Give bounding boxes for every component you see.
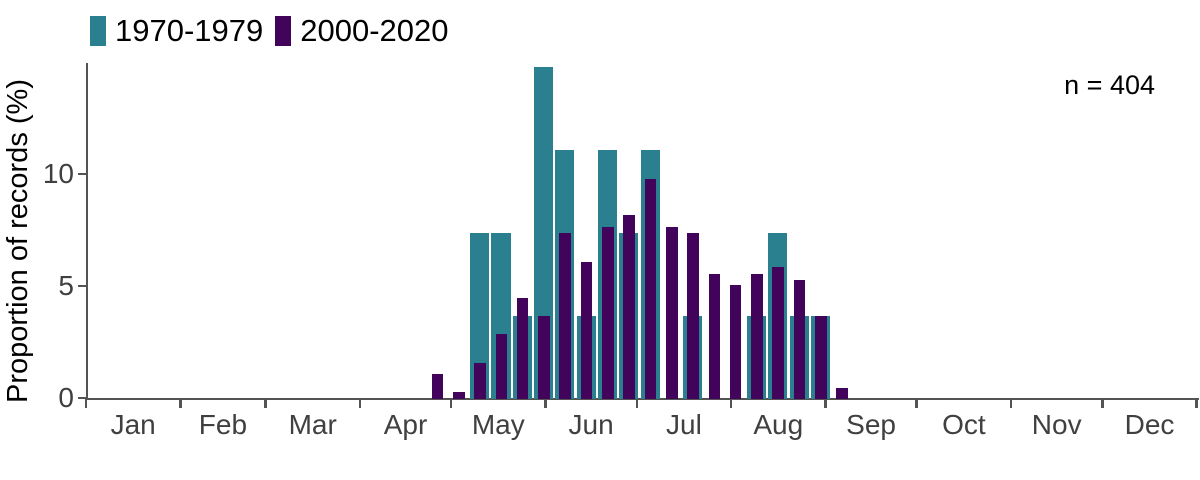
month-label-sep: Sep xyxy=(846,409,896,440)
bar-1970-1979-w18 xyxy=(470,233,490,399)
legend-swatch-2000-2020 xyxy=(275,16,292,46)
y-tick-10 xyxy=(78,172,86,176)
legend-label-2000-2020: 2000-2020 xyxy=(300,13,449,48)
month-label-may: May xyxy=(471,409,525,440)
y-tick-label-10: 10 xyxy=(42,158,74,189)
month-label-jun: Jun xyxy=(568,409,614,440)
bar-2000-2020-w17 xyxy=(452,392,465,399)
legend: 1970-1979 2000-2020 xyxy=(90,15,449,47)
y-tick-0 xyxy=(78,396,86,400)
x-tick-feb xyxy=(179,400,182,408)
bar-2000-2020-w31 xyxy=(751,273,763,399)
bar-2000-2020-w30 xyxy=(729,284,742,399)
x-tick-apr xyxy=(358,400,362,408)
sample-size-annotation: n = 404 xyxy=(1064,70,1155,100)
month-label-mar: Mar xyxy=(288,409,337,440)
month-label-dec: Dec xyxy=(1124,409,1175,440)
x-tick-nov xyxy=(1009,400,1013,408)
bar-2000-2020-w32 xyxy=(772,266,785,399)
y-axis-line xyxy=(85,63,88,399)
bar-2000-2020-w16 xyxy=(431,374,444,399)
x-tick-jan xyxy=(84,400,88,408)
bar-2000-2020-w28 xyxy=(687,233,699,399)
bar-2000-2020-w18 xyxy=(474,363,486,399)
bar-2000-2020-w25 xyxy=(623,215,635,399)
bar-2000-2020-w19 xyxy=(495,334,508,399)
x-tick-mar xyxy=(264,400,267,408)
y-tick-label-0: 0 xyxy=(58,382,74,413)
bar-2000-2020-w34 xyxy=(815,316,827,399)
legend-swatch-1970-1979 xyxy=(90,16,106,46)
month-label-feb: Feb xyxy=(198,409,248,440)
bar-2000-2020-w21 xyxy=(538,316,550,399)
x-tick-year-end xyxy=(1195,400,1198,408)
month-label-nov: Nov xyxy=(1031,409,1082,440)
bar-2000-2020-w20 xyxy=(516,298,529,399)
bar-2000-2020-w35 xyxy=(836,387,848,399)
bar-1970-1979-w21 xyxy=(534,67,554,399)
x-tick-dec xyxy=(1101,400,1104,408)
y-tick-5 xyxy=(78,284,86,288)
x-tick-may xyxy=(449,400,453,408)
x-tick-jul xyxy=(635,400,639,408)
bar-2000-2020-w29 xyxy=(708,273,721,399)
bar-2000-2020-w22 xyxy=(559,233,572,399)
x-tick-sep xyxy=(824,400,827,408)
bar-2000-2020-w23 xyxy=(580,262,593,399)
x-tick-oct xyxy=(915,400,918,408)
bar-2000-2020-w27 xyxy=(665,226,678,399)
y-tick-label-5: 5 xyxy=(58,270,74,301)
bar-2000-2020-w24 xyxy=(602,226,614,399)
bar-2000-2020-w26 xyxy=(644,179,657,399)
month-label-jul: Jul xyxy=(666,409,702,440)
legend-label-1970-1979: 1970-1979 xyxy=(115,13,264,48)
month-label-oct: Oct xyxy=(942,409,986,440)
bar-2000-2020-w33 xyxy=(793,280,806,399)
month-label-aug: Aug xyxy=(753,409,804,440)
x-tick-jun xyxy=(544,400,547,408)
x-tick-aug xyxy=(729,400,733,408)
month-label-apr: Apr xyxy=(383,409,428,440)
month-label-jan: Jan xyxy=(110,409,156,440)
